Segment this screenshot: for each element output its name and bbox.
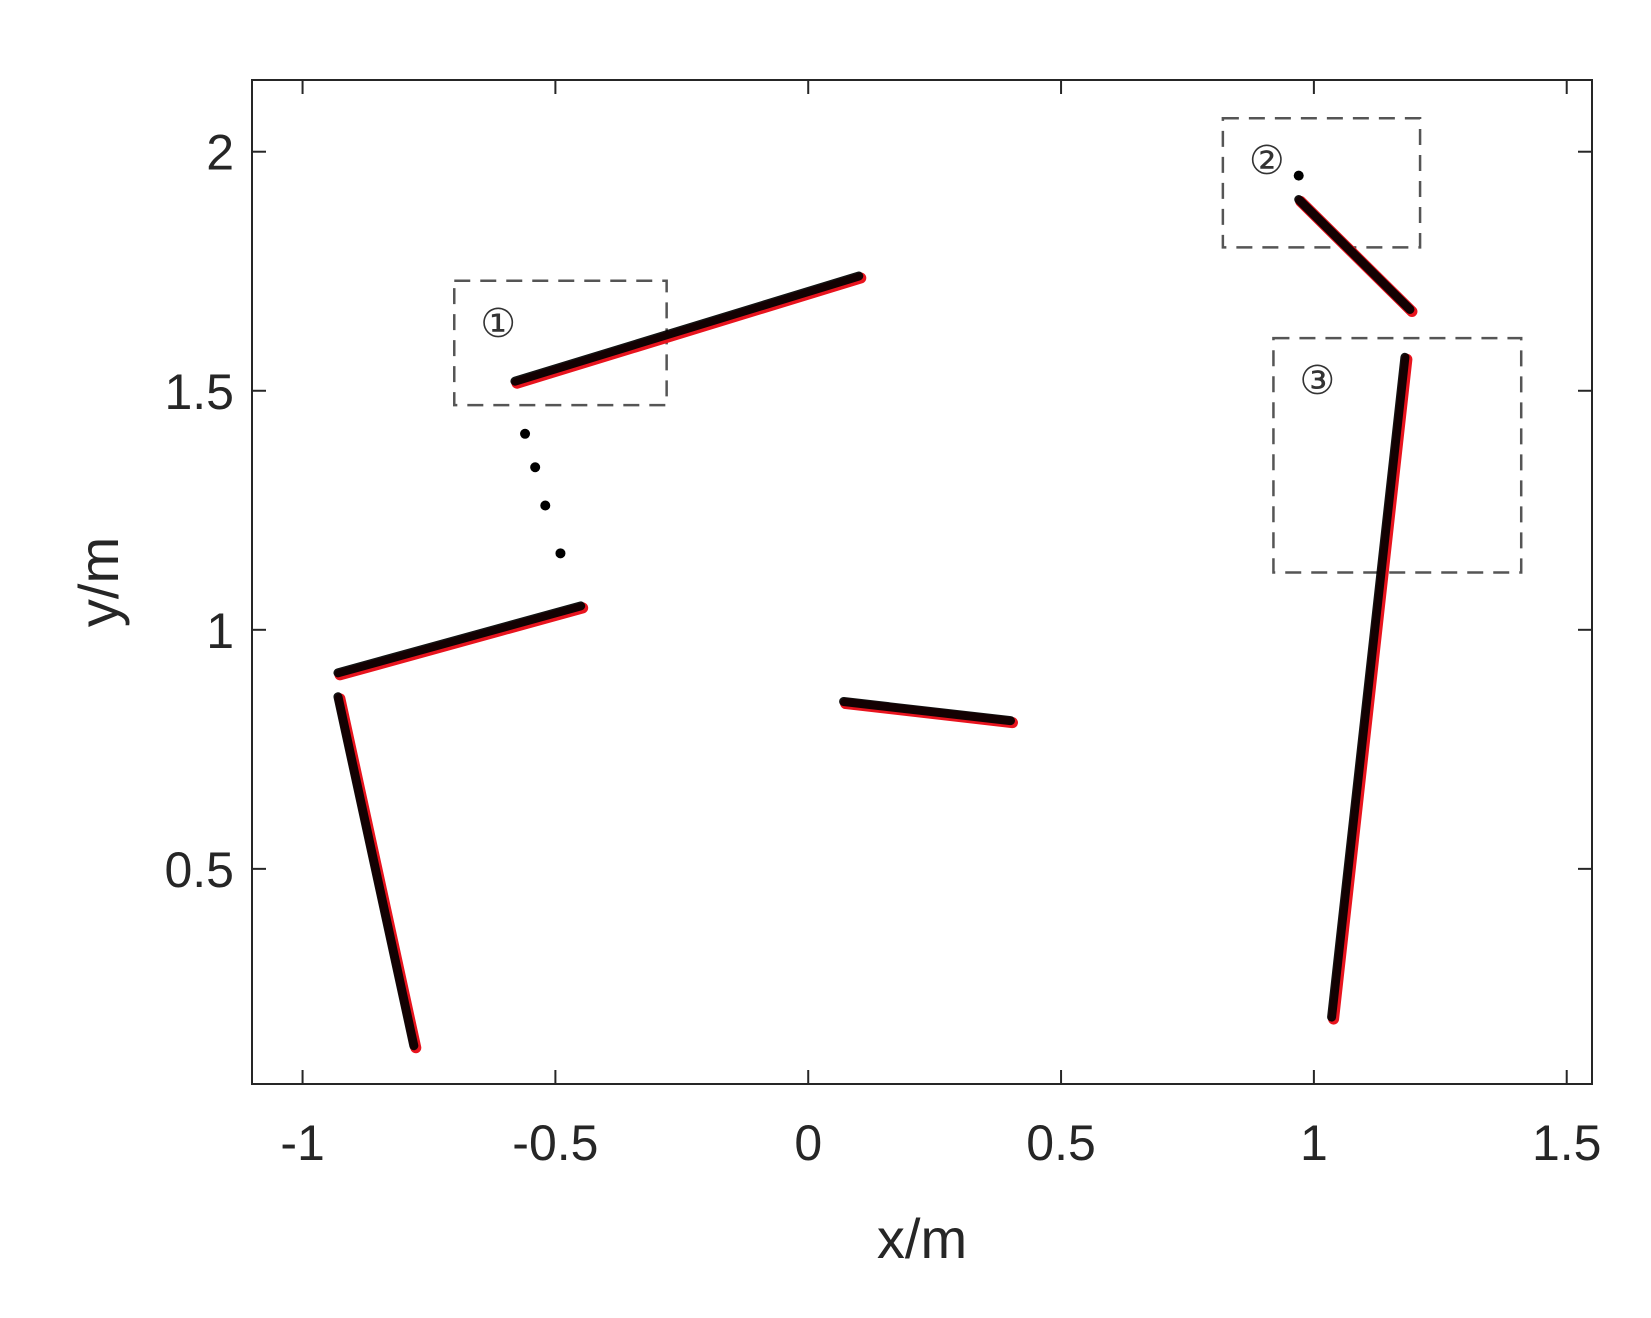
dashed-box — [1272, 336, 1523, 574]
x-tick-label: -0.5 — [512, 1115, 598, 1171]
point-segment — [1327, 352, 1410, 1022]
y-tick-label: 1.5 — [164, 364, 234, 420]
x-tick-label: 1 — [1300, 1115, 1328, 1171]
y-axis-label: y/m — [67, 537, 130, 627]
isolated-point — [1293, 170, 1304, 181]
x-tick-label: -1 — [280, 1115, 324, 1171]
x-axis-label: x/m — [877, 1207, 967, 1270]
isolated-point — [520, 428, 531, 439]
y-tick-label: 1 — [206, 603, 234, 659]
y-tick-label: 0.5 — [164, 842, 234, 898]
isolated-point — [555, 548, 566, 559]
point-segment — [333, 692, 419, 1051]
y-tick-label: 2 — [206, 125, 234, 181]
x-tick-label: 1.5 — [1532, 1115, 1602, 1171]
isolated-point — [540, 500, 551, 511]
box-label: ③ — [1299, 358, 1335, 404]
x-tick-label: 0.5 — [1026, 1115, 1096, 1171]
dashed-box — [1221, 116, 1422, 249]
annotation-boxes: ① ② ③ — [453, 116, 1523, 574]
scan-points — [333, 170, 1415, 1051]
axis-ticks: -1 -0.5 0 0.5 1 1.5 0.5 1 1.5 2 — [164, 80, 1601, 1171]
point-segment — [839, 697, 1015, 726]
point-segment — [1294, 195, 1415, 314]
point-segment — [510, 271, 864, 386]
plot-area — [251, 79, 1593, 1085]
box-label: ① — [480, 301, 516, 347]
point-segment — [333, 601, 586, 678]
isolated-point — [530, 462, 541, 473]
box-label: ② — [1249, 138, 1285, 184]
x-tick-label: 0 — [794, 1115, 822, 1171]
